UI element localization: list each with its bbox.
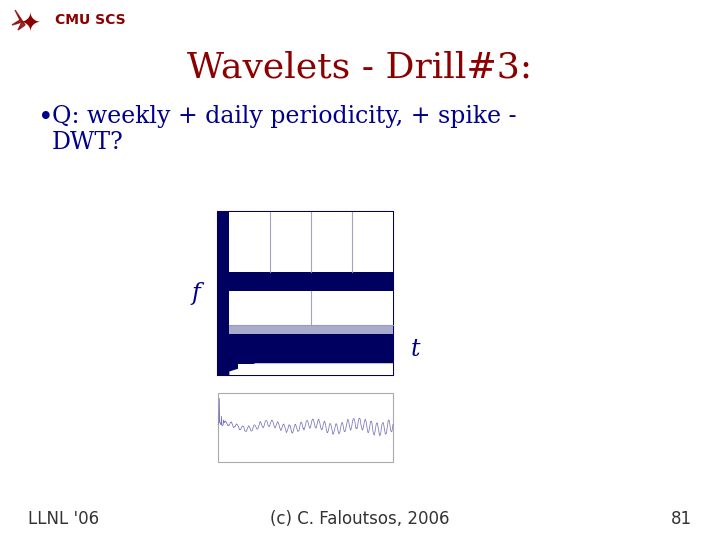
Bar	[218, 212, 230, 272]
Bar	[218, 291, 230, 375]
Text: Q: weekly + daily periodicity, + spike -: Q: weekly + daily periodicity, + spike -	[52, 105, 516, 128]
Text: Wavelets - Drill#3:: Wavelets - Drill#3:	[187, 50, 533, 84]
Bar	[238, 364, 343, 375]
Bar	[218, 212, 393, 375]
Bar	[218, 212, 393, 272]
Bar	[218, 393, 393, 462]
Text: f: f	[192, 282, 200, 305]
Text: LLNL '06: LLNL '06	[28, 510, 99, 528]
Polygon shape	[230, 363, 393, 375]
Text: •: •	[38, 105, 53, 130]
Text: t: t	[411, 339, 420, 361]
Text: ✦: ✦	[19, 13, 40, 37]
Text: 81: 81	[671, 510, 692, 528]
Polygon shape	[12, 10, 25, 30]
Text: (c) C. Faloutsos, 2006: (c) C. Faloutsos, 2006	[270, 510, 450, 528]
Bar	[230, 326, 393, 334]
Bar	[230, 291, 393, 326]
Text: DWT?: DWT?	[52, 131, 124, 154]
Text: CMU SCS: CMU SCS	[55, 13, 125, 27]
